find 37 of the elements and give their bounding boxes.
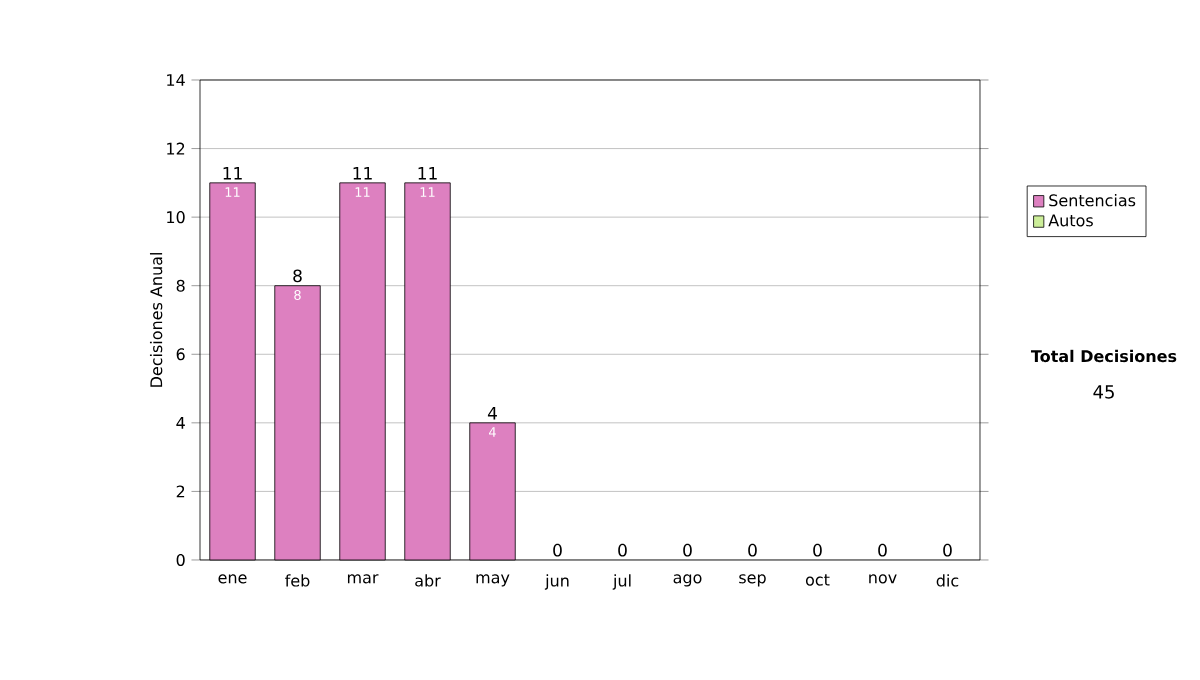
- y-tick-label: 4: [176, 417, 185, 429]
- y-tick-label: 6: [176, 348, 185, 361]
- text: 45: [1093, 385, 1114, 399]
- y-axis-title: Decisiones Anual: [149, 253, 163, 387]
- x-tick-label: dic: [936, 574, 959, 587]
- y-tick-label: 2: [176, 485, 185, 498]
- x-tick-label: jun: [544, 574, 569, 590]
- x-tick-label: jul: [612, 574, 631, 590]
- x-tick-label: ene: [218, 574, 247, 584]
- total-label: 0: [878, 543, 887, 557]
- total-label: 8: [293, 269, 302, 283]
- total-label: 0: [553, 543, 562, 557]
- x-tick-label: mar: [347, 574, 379, 584]
- x-tick-label: abr: [415, 574, 441, 587]
- total-label: 11: [418, 167, 437, 180]
- y-tick-label: 0: [176, 553, 185, 567]
- total-label: 0: [618, 543, 627, 557]
- y-tick-label: 14: [167, 74, 185, 86]
- x-tick-label: ago: [673, 574, 702, 587]
- x-tick-label: sep: [739, 574, 766, 587]
- total-label: 0: [943, 543, 952, 557]
- x-tick-label: may: [476, 574, 510, 587]
- total-label: 11: [353, 167, 372, 180]
- y-tick-label: 12: [167, 142, 185, 155]
- total-label: 11: [223, 167, 242, 180]
- y-tick-label: 10: [167, 211, 185, 224]
- legend-label: Autos: [1048, 214, 1093, 227]
- x-tick-label: oct: [805, 574, 830, 586]
- total-label: 0: [813, 543, 822, 557]
- x-tick-label: feb: [285, 574, 310, 587]
- x-tick-label: nov: [869, 574, 897, 584]
- total-label: 0: [683, 543, 692, 557]
- total-label: 0: [748, 543, 757, 557]
- text: Total Decisiones: [1030, 349, 1177, 363]
- total-label: 4: [487, 407, 497, 420]
- y-tick-label: 8: [176, 279, 185, 292]
- legend-label: Sentencias: [1049, 194, 1136, 207]
